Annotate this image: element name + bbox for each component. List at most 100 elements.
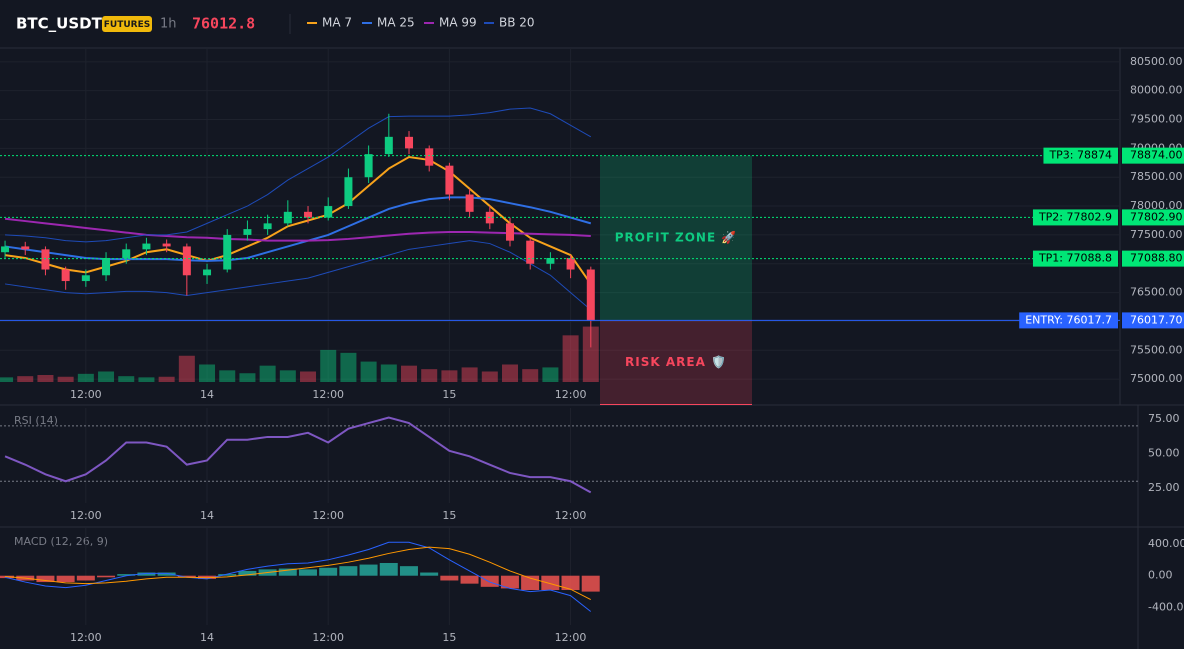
candle-body: [203, 269, 212, 276]
y-tick-label: 75500.00: [1130, 343, 1183, 356]
histogram-bar: [238, 570, 257, 576]
risk-zone: [600, 320, 752, 405]
badge: FUTURES: [104, 20, 150, 30]
line-series: [5, 107, 592, 243]
price-line-badge: [1032, 209, 1118, 226]
histogram-bar: [76, 575, 95, 581]
candle-body: [324, 206, 333, 218]
candle-body: [546, 257, 555, 264]
risk-zone-label: RISK AREA 🛡️: [625, 355, 727, 369]
histogram-bar: [420, 572, 439, 576]
histogram-bar: [97, 575, 116, 578]
volume-bar: [199, 364, 216, 382]
rsi-line: [4, 416, 592, 494]
interval: 1h: [160, 17, 177, 32]
volume-bar: [17, 376, 34, 382]
macd-line: [5, 546, 591, 601]
histogram-bar: [480, 575, 499, 587]
volume-bar: [542, 367, 559, 382]
price-axis-label: 78874.00: [1130, 149, 1183, 162]
volume-bar: [502, 364, 519, 382]
x-tick-label: 12:00: [312, 388, 344, 401]
x-tick-label: 12:00: [555, 631, 587, 644]
volume-bar: [77, 373, 94, 382]
price-axis-label: 77802.90: [1130, 210, 1183, 223]
price-axis-badge: [1122, 209, 1184, 226]
x-tick-label: 12:00: [70, 388, 102, 401]
histogram-bar: [137, 572, 156, 576]
y-tick-label: -400.00: [1148, 601, 1184, 614]
y-tick-label: 78000.00: [1130, 199, 1183, 212]
candle-body: [465, 194, 474, 212]
histogram-bar: [278, 568, 297, 576]
y-tick-label: 76500.00: [1130, 286, 1183, 299]
volume-bar: [138, 377, 155, 382]
volume-bar: [461, 367, 478, 382]
volume-bar: [522, 369, 539, 382]
candle-body: [526, 240, 535, 264]
histogram-bar: [440, 575, 459, 581]
price-axis-badge: [1122, 250, 1184, 267]
candle-body: [81, 275, 90, 282]
candle-body: [102, 257, 111, 276]
rsi-title: RSI (14): [14, 414, 58, 427]
candle-body: [41, 249, 50, 270]
volume-bar: [98, 371, 115, 382]
y-tick-label: 50.00: [1148, 447, 1180, 460]
profit-zone-label: PROFIT ZONE 🚀: [615, 231, 738, 245]
legend-label: MA 99: [439, 16, 477, 30]
y-tick-label: 80500.00: [1130, 55, 1183, 68]
candle-body: [344, 177, 353, 207]
x-tick-label: 12:00: [70, 509, 102, 522]
volume-bar: [360, 361, 377, 382]
candle-body: [1, 246, 10, 253]
histogram-bar: [218, 574, 237, 576]
x-tick-label: 14: [200, 631, 214, 644]
volume-bar: [380, 364, 397, 382]
y-tick-label: 79500.00: [1130, 113, 1183, 126]
price-line-label: ENTRY: 76017.7: [1025, 313, 1112, 326]
x-tick-label: 14: [200, 509, 214, 522]
band-lower: [4, 240, 592, 311]
y-tick-label: 0.00: [1148, 569, 1173, 582]
candle-body: [283, 211, 292, 224]
candle-body: [162, 243, 171, 247]
x-tick-label: 14: [200, 388, 214, 401]
histogram-bar: [56, 575, 75, 583]
volume-bar: [562, 335, 579, 382]
candle-body: [566, 257, 575, 270]
candle-body: [384, 136, 393, 155]
histogram-bar: [359, 564, 378, 576]
candle-body: [21, 246, 30, 250]
volume-bar: [178, 355, 195, 382]
candle-body: [243, 229, 252, 235]
histogram-bar: [399, 566, 418, 576]
candle-body: [122, 249, 131, 258]
histogram-bar: [581, 575, 600, 592]
macd-title: MACD (12, 26, 9): [14, 535, 108, 548]
histogram-bar: [177, 575, 196, 578]
volume-bar: [259, 365, 276, 382]
volume-bar: [340, 352, 357, 382]
candle-body: [142, 243, 151, 250]
candle-body: [304, 211, 313, 218]
candle-body: [506, 223, 515, 241]
histogram-bar: [36, 575, 55, 583]
x-tick-label: 15: [442, 388, 456, 401]
volume-bar: [401, 365, 418, 382]
volume-bar: [279, 370, 296, 382]
y-tick-label: 75.00: [1148, 412, 1180, 425]
badge-bg: [102, 16, 152, 32]
legend-label: BB 20: [499, 16, 535, 30]
histogram-bar: [379, 562, 398, 576]
histogram-bar: [319, 567, 338, 576]
y-tick-label: 75000.00: [1130, 372, 1183, 385]
x-tick-label: 12:00: [555, 509, 587, 522]
candle-body: [263, 223, 272, 230]
volume-bar: [421, 369, 438, 382]
macd-line: [4, 541, 592, 612]
symbol: BTC_USDT: [16, 15, 103, 33]
